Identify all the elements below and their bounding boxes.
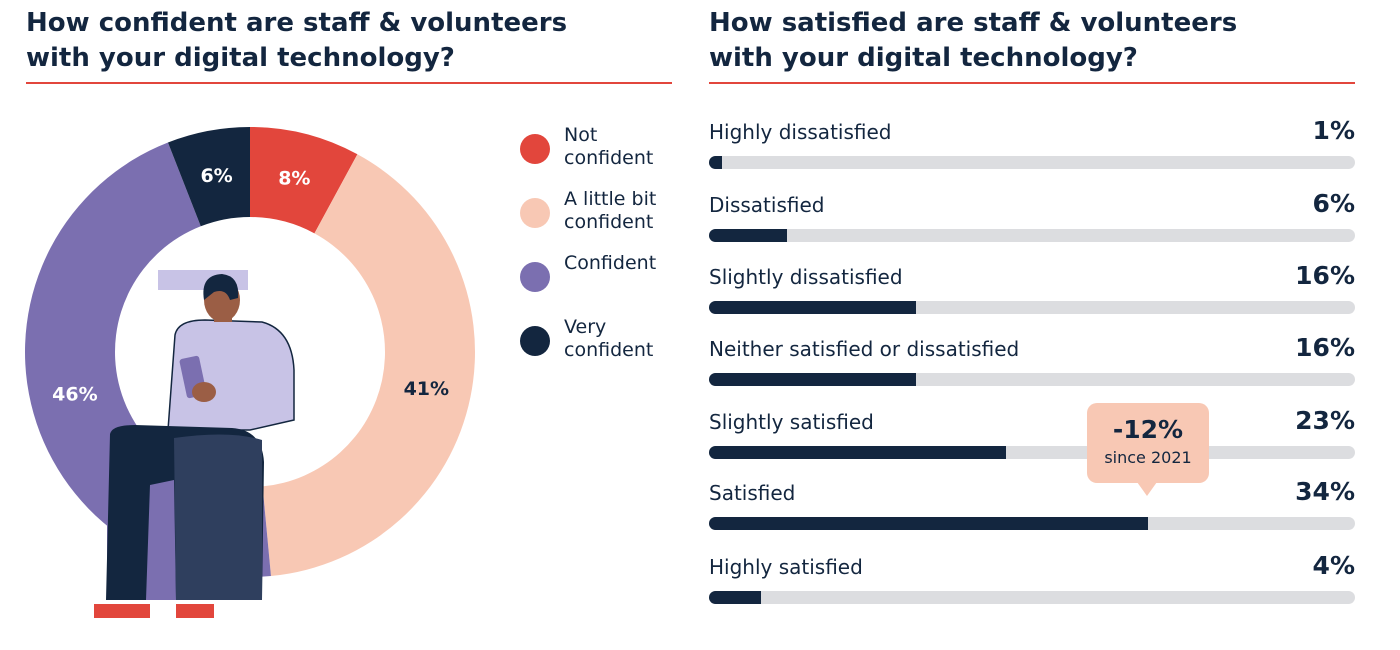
bar-value-label: 16% [1295,261,1355,290]
bar-label: Satisfied [709,481,796,505]
slice-confident [24,142,271,578]
bar-chart-title: How satisfied are staff & volunteers wit… [709,8,1238,73]
bar-track [709,517,1355,530]
bar-value-label: 23% [1295,406,1355,435]
bar-row-satisfied: Satisfied 34% [709,477,1355,531]
bar-label: Slightly satisfied [709,410,874,434]
bar-value-label: 1% [1312,116,1355,145]
bar-value-label: 6% [1312,189,1355,218]
bar-row-highly-dissatisfied: Highly dissatisfied 1% [709,116,1355,170]
legend-swatch [520,262,550,292]
bar-fill [709,156,722,169]
slice-a-little-bit-confident [262,154,476,577]
bar-track [709,591,1355,604]
legend-label: Not confident [564,124,654,169]
legend-not-confident: Not confident [520,124,690,180]
slice-not-confident [250,127,358,234]
legend-label: Confident [564,252,657,274]
bar-fill [709,591,761,604]
callout-value: -12% [1112,415,1184,444]
bar-row-slightly-dissatisfied: Slightly dissatisfied 16% [709,261,1355,315]
bar-value-label: 34% [1295,477,1355,506]
left-title-divider [26,82,672,84]
bar-value-label: 4% [1312,551,1355,580]
bar-fill [709,517,1149,530]
legend-very-confident: Very confident [520,316,690,372]
confidence-donut-chart: 8% 41% 46% 6% [24,127,476,618]
callout-text: since 2021 [1104,448,1192,467]
slice-label-not-confident: 8% [278,168,310,190]
bar-fill [709,373,916,386]
donut-legend: Not confident A little bit confident Confi… [520,124,690,380]
bar-label: Dissatisfied [709,193,825,217]
bar-fill [709,446,1007,459]
legend-swatch [520,326,550,356]
bar-track [709,229,1355,242]
right-title-divider [709,82,1355,84]
bar-label: Neither satisfied or dissatisfied [709,337,1020,361]
slice-label-very-confident: 6% [200,165,232,187]
bar-label: Highly satisfied [709,555,863,579]
legend-a-little-bit-confident: A little bit confident [520,188,690,244]
legend-label: Very confident [564,316,654,361]
bar-row-highly-satisfied: Highly satisfied 4% [709,551,1355,605]
bar-track [709,446,1355,459]
bar-label: Highly dissatisfied [709,120,892,144]
bar-label: Slightly dissatisfied [709,265,903,289]
bar-row-dissatisfied: Dissatisfied 6% [709,189,1355,243]
bar-track [709,373,1355,386]
person-using-phone-illustration [94,270,295,618]
legend-label: A little bit confident [564,188,657,233]
donut-chart-title: How confident are staff & volunteers wit… [26,8,568,73]
slice-label-a-little-bit-confident: 41% [404,378,449,400]
bar-row-neither-satisfied-or-dissatisfied: Neither satisfied or dissatisfied 16% [709,333,1355,387]
bar-track [709,301,1355,314]
bar-track [709,156,1355,169]
slice-label-confident: 46% [52,384,97,406]
bar-fill [709,229,787,242]
change-callout: -12% since 2021 [1087,403,1209,496]
bar-value-label: 16% [1295,333,1355,362]
legend-swatch [520,198,550,228]
legend-confident: Confident [520,252,690,308]
legend-swatch [520,134,550,164]
bar-fill [709,301,916,314]
bar-row-slightly-satisfied: Slightly satisfied 23% [709,406,1355,460]
slice-very-confident [167,127,250,227]
